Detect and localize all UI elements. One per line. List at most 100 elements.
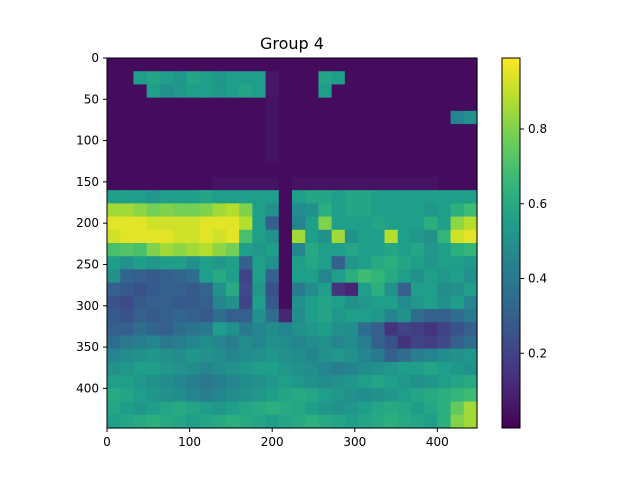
heatmap-cell (384, 256, 399, 271)
heatmap-cell (199, 110, 214, 125)
heatmap-cell (265, 375, 280, 389)
heatmap-cell (371, 137, 386, 152)
heatmap-cell (225, 71, 240, 86)
x-axis: 0 100 200 300 400 (103, 428, 449, 449)
heatmap-cell (278, 150, 293, 165)
heatmap-cell (437, 71, 452, 86)
heatmap-cell (344, 137, 359, 152)
heatmap-cell (397, 295, 412, 310)
heatmap-cell (239, 150, 253, 165)
heatmap-cell (186, 58, 201, 72)
heatmap-cell (212, 110, 227, 125)
heatmap-cell (292, 414, 306, 429)
heatmap-cell (371, 124, 386, 138)
heatmap-cell (225, 163, 240, 178)
heatmap-cell (120, 309, 135, 323)
heatmap-cell (331, 203, 346, 218)
heatmap-cell (331, 269, 346, 284)
heatmap-cell (239, 176, 253, 191)
heatmap-cell (424, 124, 438, 138)
heatmap-cell (186, 229, 201, 244)
heatmap-cell (146, 414, 161, 429)
heatmap-cell (358, 388, 372, 403)
heatmap-cell (397, 269, 412, 284)
heatmap-cell (120, 282, 135, 297)
heatmap-cell (410, 348, 425, 363)
heatmap-cell (159, 269, 174, 284)
heatmap-cell (344, 335, 359, 350)
colorbar-tick-label: 0.4 (528, 272, 547, 286)
heatmap-cell (173, 124, 187, 138)
heatmap-cell (371, 110, 386, 125)
heatmap-cell (450, 190, 465, 204)
heatmap-cell (358, 361, 372, 376)
heatmap-cell (344, 243, 359, 257)
heatmap-cell (305, 348, 320, 363)
heatmap-cell (424, 137, 438, 152)
heatmap-cell (305, 216, 320, 231)
heatmap-cell (437, 229, 452, 244)
heatmap-cell (159, 190, 174, 204)
heatmap-cell (212, 309, 227, 323)
heatmap-cell (292, 110, 306, 125)
heatmap-cell (265, 124, 280, 138)
heatmap-cell (278, 176, 293, 191)
heatmap-cell (305, 229, 320, 244)
heatmap-cell (212, 216, 227, 231)
heatmap-cell (331, 282, 346, 297)
heatmap-cell (199, 176, 214, 191)
heatmap-cell (358, 414, 372, 429)
heatmap-cell (252, 229, 267, 244)
x-tick-label: 100 (178, 435, 201, 449)
heatmap-cell (397, 282, 412, 297)
heatmap-cell (107, 110, 121, 125)
heatmap-cell (437, 335, 452, 350)
heatmap-cell (225, 375, 240, 389)
heatmap-cell (199, 163, 214, 178)
heatmap-cell (225, 295, 240, 310)
heatmap-cell (450, 229, 465, 244)
heatmap-cell (450, 216, 465, 231)
heatmap-cell (199, 97, 214, 112)
heatmap-cell (265, 322, 280, 337)
heatmap-cell (424, 150, 438, 165)
heatmap-cell (173, 348, 187, 363)
heatmap-cell (199, 137, 214, 152)
heatmap-cell (199, 256, 214, 271)
heatmap-cell (344, 401, 359, 416)
heatmap-cell (384, 335, 399, 350)
heatmap-cell (199, 190, 214, 204)
heatmap-cell (265, 150, 280, 165)
heatmap-cell (107, 361, 121, 376)
heatmap-cell (133, 401, 148, 416)
heatmap-cell (437, 176, 452, 191)
heatmap-cell (199, 150, 214, 165)
y-tick-label: 250 (76, 257, 99, 271)
heatmap-cell (305, 282, 320, 297)
heatmap-cell (424, 388, 438, 403)
heatmap-cell (331, 163, 346, 178)
heatmap-cell (120, 361, 135, 376)
heatmap-cell (159, 243, 174, 257)
heatmap-cell (397, 335, 412, 350)
heatmap-cell (239, 309, 253, 323)
heatmap-cell (199, 243, 214, 257)
heatmap-cell (437, 269, 452, 284)
heatmap-cell (252, 282, 267, 297)
heatmap-cell (239, 335, 253, 350)
heatmap-cell (133, 282, 148, 297)
heatmap-cell (278, 203, 293, 218)
heatmap-cell (331, 137, 346, 152)
heatmap-cell (173, 229, 187, 244)
heatmap-cell (225, 256, 240, 271)
heatmap-cell (358, 58, 372, 72)
heatmap-cell (225, 388, 240, 403)
heatmap-cell (358, 335, 372, 350)
heatmap-cell (450, 375, 465, 389)
heatmap-cell (225, 124, 240, 138)
heatmap-cell (305, 256, 320, 271)
heatmap-cell (358, 348, 372, 363)
heatmap-cell (133, 335, 148, 350)
heatmap-cell (397, 256, 412, 271)
heatmap-cell (292, 335, 306, 350)
